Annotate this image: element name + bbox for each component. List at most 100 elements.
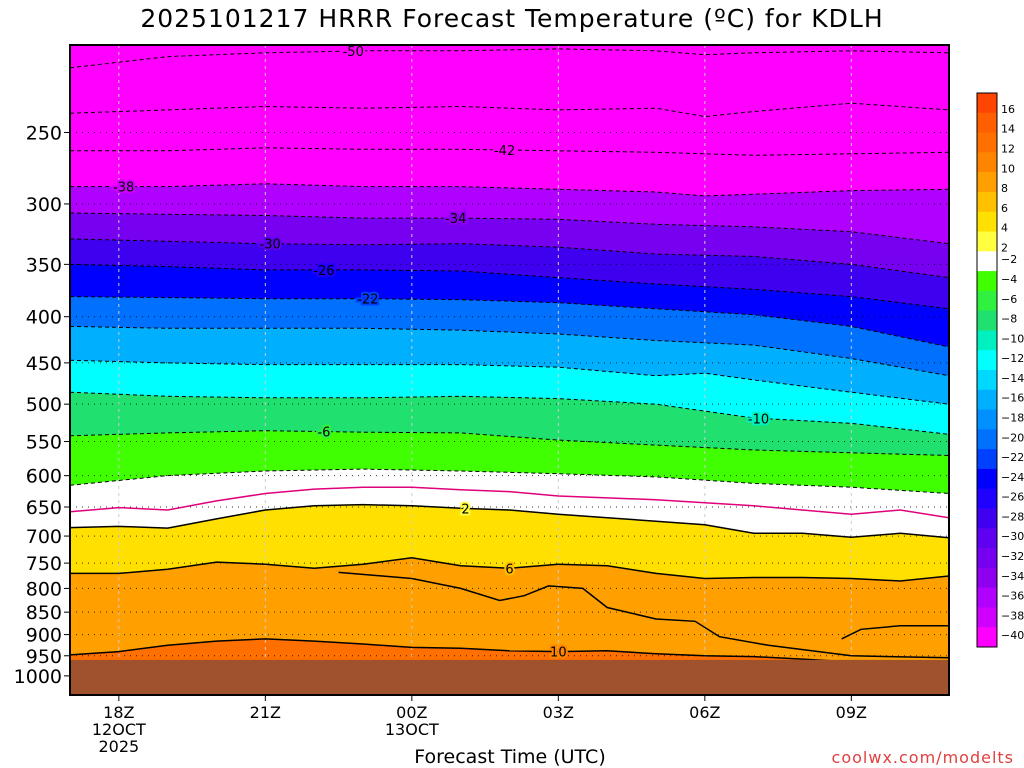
credit-link[interactable]: coolwx.com/modelts bbox=[831, 748, 1014, 767]
colorbar-swatch bbox=[977, 508, 997, 529]
contour-label: -34 bbox=[445, 212, 466, 227]
y-tick-label: 400 bbox=[26, 307, 62, 329]
ground-below-surface bbox=[70, 659, 949, 695]
x-tick-label: 03Z bbox=[543, 703, 574, 722]
x-tick-label: 09Z bbox=[836, 703, 867, 722]
y-tick-label: 650 bbox=[26, 497, 62, 519]
y-tick-label: 700 bbox=[26, 526, 62, 548]
temperature-fill bbox=[70, 45, 949, 695]
plot-frame bbox=[69, 44, 950, 696]
colorbar-label: −16 bbox=[1001, 392, 1024, 405]
isotherm-line bbox=[70, 359, 949, 405]
colorbar-label: −4 bbox=[1001, 273, 1017, 286]
colorbar-swatch bbox=[977, 350, 997, 371]
colorbar-label: −20 bbox=[1001, 431, 1024, 444]
colorbar-swatch bbox=[977, 389, 997, 411]
colorbar-label: −8 bbox=[1001, 313, 1017, 326]
y-tick-label: 900 bbox=[26, 625, 62, 647]
isotherm-contours bbox=[70, 48, 949, 663]
colorbar-label: −32 bbox=[1001, 550, 1024, 563]
contour-label: -42 bbox=[494, 144, 515, 159]
colorbar-swatch bbox=[977, 93, 997, 114]
colorbar-swatch bbox=[977, 330, 997, 351]
colorbar-swatch bbox=[977, 567, 997, 589]
colorbar-label: −6 bbox=[1001, 293, 1017, 306]
colorbar-swatch bbox=[977, 132, 997, 153]
contour-labels: -50 -42 -38 -34 -30 -26 -22 -10 -6 2 6 10 bbox=[111, 45, 771, 663]
isotherm-line bbox=[70, 557, 949, 582]
contour-label: -10 bbox=[748, 412, 769, 427]
colorbar-swatch bbox=[977, 528, 997, 549]
colorbar: 16 14 12 10 8 6 4 2−2 −4 −6 −8 −10 −12 −14 −16 −18 −20 −2… bbox=[976, 92, 1024, 648]
colorbar-label: −22 bbox=[1001, 451, 1024, 464]
colorbar-swatch bbox=[977, 191, 997, 213]
colorbar-label: 10 bbox=[1001, 162, 1015, 175]
contour-label: 10 bbox=[550, 646, 567, 661]
isotherm-line bbox=[338, 571, 949, 659]
y-tick-label: 950 bbox=[26, 646, 62, 668]
colorbar-swatch bbox=[977, 290, 997, 312]
x-tick-label: 21Z bbox=[250, 703, 281, 722]
freezing-line bbox=[70, 486, 949, 519]
colorbar-label: −14 bbox=[1001, 372, 1024, 385]
isotherm-line bbox=[70, 638, 852, 663]
y-tick-label: 300 bbox=[26, 194, 62, 216]
contour-label: -26 bbox=[313, 264, 334, 279]
contour-label: -30 bbox=[260, 238, 281, 253]
colorbar-swatch bbox=[977, 211, 997, 232]
isotherm-line bbox=[70, 183, 949, 197]
y-tick-label: 600 bbox=[26, 466, 62, 488]
y-tick-label: 350 bbox=[26, 254, 62, 276]
colorbar-label: −18 bbox=[1001, 411, 1024, 424]
contour-label: 6 bbox=[505, 562, 513, 577]
contour-label: -22 bbox=[357, 293, 378, 308]
colorbar-swatch bbox=[977, 112, 997, 134]
colorbar-swatch bbox=[977, 251, 997, 272]
y-tick-label: 550 bbox=[26, 432, 62, 454]
colorbar-swatch bbox=[977, 627, 997, 648]
x-tick-label: 2025 bbox=[98, 737, 139, 756]
colorbar-frame bbox=[976, 92, 998, 648]
y-tick-label: 800 bbox=[26, 578, 62, 600]
x-tick-label: 18Z bbox=[103, 703, 134, 722]
colorbar-swatch bbox=[977, 587, 997, 608]
colorbar-swatch bbox=[977, 449, 997, 470]
colorbar-label: 4 bbox=[1001, 222, 1008, 235]
colorbar-label: 8 bbox=[1001, 182, 1008, 195]
colorbar-label: −28 bbox=[1001, 510, 1024, 523]
colorbar-swatch bbox=[977, 172, 997, 193]
colorbar-swatch bbox=[977, 370, 997, 391]
contour-label: -38 bbox=[113, 181, 134, 196]
colorbar-swatch bbox=[977, 468, 997, 490]
colorbar-label: −38 bbox=[1001, 609, 1024, 622]
colorbar-swatch bbox=[977, 548, 997, 569]
colorbar-swatch bbox=[977, 310, 997, 331]
y-tick-label: 850 bbox=[26, 602, 62, 624]
colorbar-label: −24 bbox=[1001, 471, 1024, 484]
colorbar-label: 6 bbox=[1001, 202, 1008, 215]
colorbar-label: −34 bbox=[1001, 570, 1024, 583]
x-tick-label: 12OCT bbox=[92, 720, 146, 739]
colorbar-label: −30 bbox=[1001, 530, 1024, 543]
colorbar-label: −26 bbox=[1001, 491, 1024, 504]
colorbar-swatch bbox=[977, 271, 997, 292]
colorbar-label: −2 bbox=[1001, 253, 1017, 266]
x-tick-label: 00Z bbox=[396, 703, 427, 722]
colorbar-swatch bbox=[977, 409, 997, 430]
y-tick-label: 450 bbox=[26, 353, 62, 375]
x-axis-title: Forecast Time (UTC) bbox=[414, 746, 606, 768]
colorbar-label: −10 bbox=[1001, 332, 1024, 345]
chart-title: 2025101217 HRRR Forecast Temperature (ºC… bbox=[140, 4, 884, 33]
colorbar-label: 2 bbox=[1001, 241, 1008, 254]
y-tick-label: 750 bbox=[26, 553, 62, 575]
isotherm-line bbox=[841, 625, 949, 640]
colorbar-swatch bbox=[977, 607, 997, 628]
contour-label: -50 bbox=[343, 45, 364, 60]
isotherm-line bbox=[70, 503, 949, 539]
colorbar-label: 14 bbox=[1001, 123, 1015, 136]
colorbar-label: 16 bbox=[1001, 103, 1015, 116]
contour-label: 2 bbox=[461, 502, 469, 517]
colorbar-label: 12 bbox=[1001, 142, 1015, 155]
y-tick-label: 250 bbox=[26, 122, 62, 144]
